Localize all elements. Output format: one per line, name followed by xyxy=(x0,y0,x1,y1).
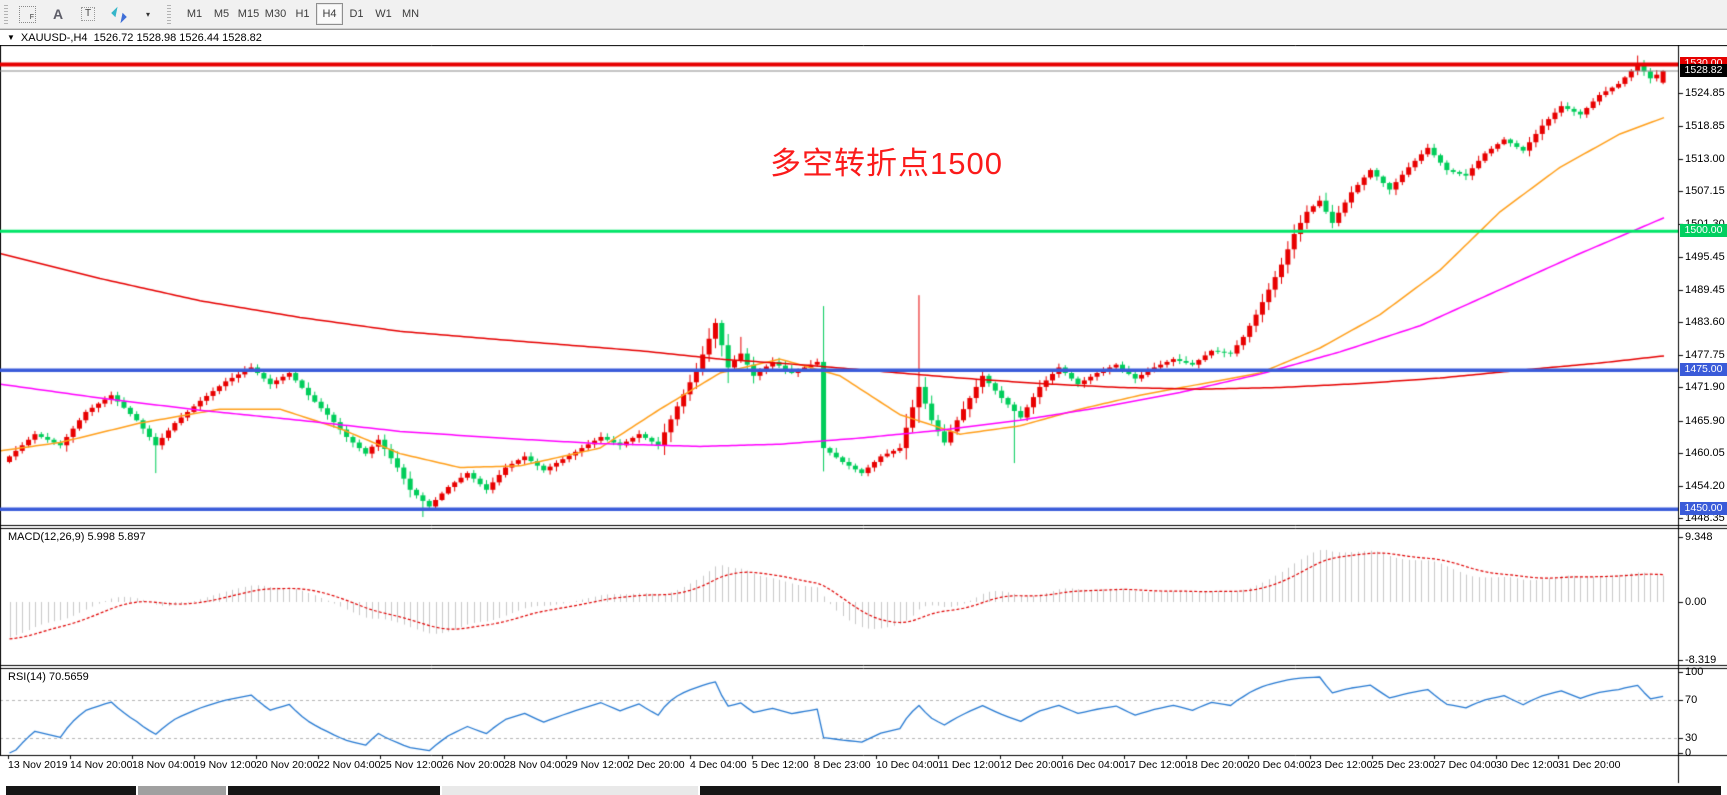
macd-axis-label: 0.00 xyxy=(1685,596,1707,608)
time-axis-label: 20 Nov 20:00 xyxy=(256,759,319,771)
time-axis-label: 28 Nov 04:00 xyxy=(504,759,567,771)
chart-annotation: 多空转折点1500 xyxy=(770,146,1003,181)
timeframe-button-w1[interactable]: W1 xyxy=(370,3,397,25)
price-axis-label: 1477.75 xyxy=(1685,349,1725,361)
time-axis-label: 11 Dec 12:00 xyxy=(938,759,1000,771)
time-axis-label: 13 Nov 2019 xyxy=(8,759,68,771)
timeframe-button-m5[interactable]: M5 xyxy=(208,3,235,25)
price-axis-label: 1454.20 xyxy=(1685,480,1725,492)
time-axis-label: 8 Dec 23:00 xyxy=(814,759,871,771)
price-axis-label: 1460.05 xyxy=(1685,447,1725,459)
time-axis-label: 25 Nov 12:00 xyxy=(380,759,443,771)
time-axis-label: 14 Nov 20:00 xyxy=(70,759,133,771)
price-axis-label: 1471.90 xyxy=(1685,381,1725,393)
rsi-indicator-label: RSI(14) 70.5659 xyxy=(8,671,89,683)
timeframe-button-h1[interactable]: H1 xyxy=(289,3,316,25)
time-axis-label: 16 Dec 04:00 xyxy=(1062,759,1125,771)
bottom-strip-segment xyxy=(228,786,440,795)
time-axis-label: 25 Dec 23:00 xyxy=(1372,759,1435,771)
timeframe-button-h4[interactable]: H4 xyxy=(316,3,343,25)
text-box-icon: T xyxy=(80,7,96,21)
macd-indicator-label: MACD(12,26,9) 5.998 5.897 xyxy=(8,531,146,543)
price-axis-label: 1507.15 xyxy=(1685,185,1725,197)
tile-windows-button[interactable] xyxy=(103,2,133,26)
price-badge: 1450.00 xyxy=(1680,502,1727,515)
time-axis-label: 30 Dec 12:00 xyxy=(1496,759,1559,771)
price-axis-label: 1513.00 xyxy=(1685,153,1725,165)
bottom-strip-segment xyxy=(138,786,226,795)
time-axis-label: 31 Dec 20:00 xyxy=(1558,759,1621,771)
time-axis-label: 18 Dec 20:00 xyxy=(1186,759,1249,771)
bottom-strip-segment xyxy=(6,786,136,795)
timeframe-drag-handle[interactable] xyxy=(167,4,171,24)
bottom-strip-segment xyxy=(700,786,1721,795)
price-axis-label: 1489.45 xyxy=(1685,284,1725,296)
timeframe-toolbar: M1 M5 M15 M30 H1 H4 D1 W1 MN xyxy=(181,3,424,25)
price-axis-label: 1448.35 xyxy=(1685,512,1725,524)
price-badge: 1500.00 xyxy=(1680,224,1727,237)
chart-title: XAUUSD-,H4 1526.72 1528.98 1526.44 1528.… xyxy=(20,31,262,44)
macd-axis-label: 9.348 xyxy=(1685,531,1713,543)
timeframe-button-d1[interactable]: D1 xyxy=(343,3,370,25)
price-badge: 1475.00 xyxy=(1680,363,1727,376)
price-badge: 1528.82 xyxy=(1680,64,1727,77)
text-label-icon: A xyxy=(52,6,64,22)
time-axis-label: 4 Dec 04:00 xyxy=(690,759,747,771)
time-axis-label: 2 Dec 20:00 xyxy=(628,759,685,771)
price-axis-label: 1483.60 xyxy=(1685,316,1725,328)
time-axis-label: 27 Dec 04:00 xyxy=(1434,759,1497,771)
time-axis-label: 26 Nov 20:00 xyxy=(442,759,505,771)
toolbar: F A T ▾ M1 M5 M15 M30 H1 H4 D1 W1 MN xyxy=(0,0,1727,29)
chart-dropdown-caret-icon[interactable]: ▼ xyxy=(7,33,15,42)
time-axis-label: 29 Nov 12:00 xyxy=(566,759,629,771)
toolbar-drag-handle[interactable] xyxy=(4,4,8,24)
price-axis-label: 1518.85 xyxy=(1685,120,1725,132)
dropdown-button[interactable]: ▾ xyxy=(133,2,163,26)
timeframe-button-mn[interactable]: MN xyxy=(397,3,424,25)
rsi-axis-label: 30 xyxy=(1685,732,1698,744)
time-axis-label: 17 Dec 12:00 xyxy=(1124,759,1187,771)
macd-axis-label: -8.319 xyxy=(1685,654,1717,666)
rsi-axis-label: 70 xyxy=(1685,694,1698,706)
bottom-strip-segment xyxy=(442,786,698,795)
timeframe-button-m1[interactable]: M1 xyxy=(181,3,208,25)
time-axis-label: 10 Dec 04:00 xyxy=(876,759,939,771)
tile-windows-icon xyxy=(111,8,126,21)
text-label-button[interactable]: A xyxy=(43,2,73,26)
chart-title-bar: ▼ XAUUSD-,H4 1526.72 1528.98 1526.44 152… xyxy=(0,29,1727,45)
tool-button-group: F A T ▾ xyxy=(12,2,163,26)
text-box-button[interactable]: T xyxy=(73,2,103,26)
crosshair-grid-button[interactable]: F xyxy=(12,2,43,26)
rsi-axis-label: 0 xyxy=(1685,747,1692,759)
time-axis-label: 23 Dec 12:00 xyxy=(1310,759,1373,771)
time-axis-label: 20 Dec 04:00 xyxy=(1248,759,1311,771)
time-axis-label: 18 Nov 04:00 xyxy=(132,759,195,771)
price-axis-label: 1495.45 xyxy=(1685,251,1725,263)
rsi-axis-label: 100 xyxy=(1685,666,1704,678)
price-axis-label: 1524.85 xyxy=(1685,87,1725,99)
price-axis-label: 1465.90 xyxy=(1685,415,1725,427)
time-axis-label: 12 Dec 20:00 xyxy=(1000,759,1063,771)
time-axis-label: 22 Nov 04:00 xyxy=(318,759,381,771)
dropdown-icon: ▾ xyxy=(145,9,150,19)
time-axis-label: 5 Dec 12:00 xyxy=(752,759,809,771)
crosshair-grid-icon: F xyxy=(19,5,36,23)
time-axis-label: 19 Nov 12:00 xyxy=(194,759,257,771)
timeframe-button-m30[interactable]: M30 xyxy=(262,3,289,25)
timeframe-button-m15[interactable]: M15 xyxy=(235,3,262,25)
